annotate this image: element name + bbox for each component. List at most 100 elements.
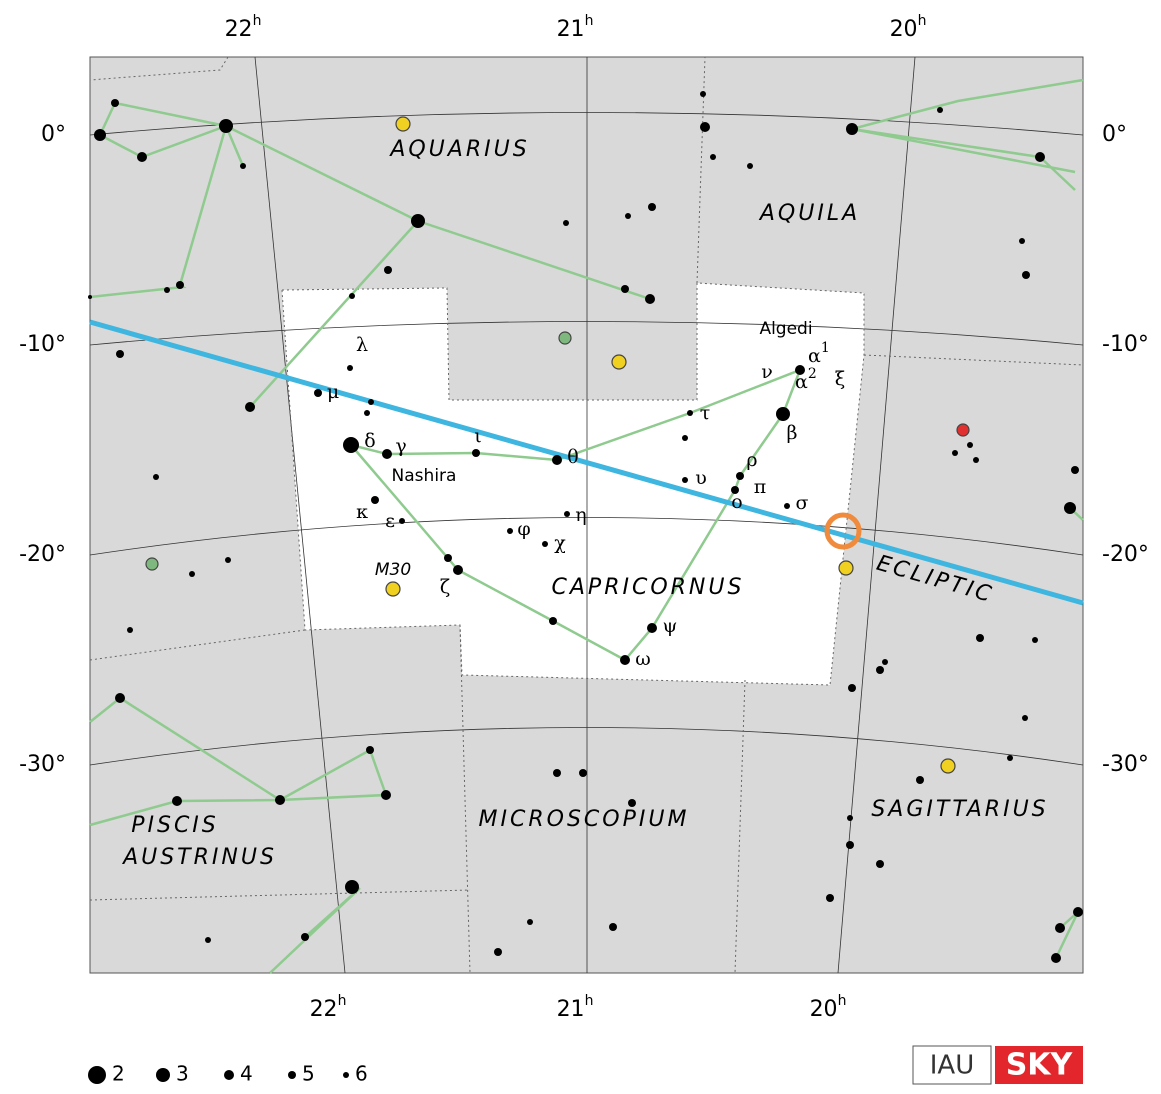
star-label: γ: [395, 435, 406, 457]
ra-label-bottom-base: 21: [557, 997, 585, 1022]
boundaries: [89, 56, 1084, 974]
star: [731, 486, 739, 494]
star: [628, 799, 636, 807]
logo-right: SKY: [1006, 1048, 1074, 1083]
star: [219, 119, 233, 133]
sun-marker: [824, 512, 862, 550]
legend-dot: [88, 1066, 106, 1084]
star-label: τ: [700, 402, 711, 424]
star: [620, 655, 630, 665]
star-label: υ: [695, 467, 707, 489]
star: [347, 365, 353, 371]
star: [164, 287, 170, 293]
star-label: λ: [356, 334, 368, 356]
star-label: ε: [385, 510, 395, 532]
ra-label-top-base: 21: [557, 17, 585, 42]
ra-label-top-base: 22: [225, 17, 253, 42]
constellation-name: MICROSCOPIUM: [479, 807, 690, 832]
star: [137, 152, 147, 162]
ra-label-bottom-sup: h: [838, 993, 847, 1009]
ra-label-bottom-sup: h: [585, 993, 594, 1009]
star: [205, 937, 211, 943]
star-label-alpha-base: α: [795, 371, 808, 393]
ra-label-top-sup: h: [585, 13, 594, 29]
star-label: μ: [327, 381, 339, 403]
star: [349, 293, 355, 299]
star: [343, 437, 359, 453]
star: [115, 693, 125, 703]
star: [621, 285, 629, 293]
dec-label-right: -30°: [1102, 752, 1149, 777]
ra-label-top-sup: h: [253, 13, 262, 29]
object-label: Nashira: [392, 466, 457, 486]
star: [225, 557, 231, 563]
star-label: ψ: [663, 615, 678, 637]
ra-label-bottom: 22h: [310, 993, 347, 1022]
star-label: ω: [635, 648, 651, 670]
ra-label-top: 20h: [890, 13, 927, 42]
star-label-alpha-base: α: [808, 345, 821, 367]
star-label: φ: [517, 518, 530, 540]
star: [776, 407, 790, 421]
star: [364, 410, 370, 416]
legend-dot: [224, 1070, 234, 1080]
star: [882, 659, 888, 665]
dec-label-left: -20°: [19, 542, 66, 567]
star: [472, 449, 480, 457]
star: [682, 477, 688, 483]
capricornus-region: [282, 283, 864, 685]
ra-label-top-base: 20: [890, 17, 918, 42]
constellation-name: SAGITTARIUS: [871, 797, 1048, 822]
dec-label-right: 0°: [1102, 122, 1127, 147]
star: [1022, 271, 1030, 279]
ecliptic-line: [89, 319, 1084, 606]
star: [976, 634, 984, 642]
star: [609, 923, 617, 931]
stars: [88, 91, 1083, 963]
ra-label-bottom: 21h: [557, 993, 594, 1022]
object-label: M30: [375, 560, 411, 580]
star: [444, 554, 452, 562]
star: [826, 894, 834, 902]
ra-label-top: 22h: [225, 13, 262, 42]
star: [88, 295, 92, 299]
star: [301, 933, 309, 941]
star: [700, 91, 706, 97]
star: [553, 769, 561, 777]
ra-label-bottom-sup: h: [338, 993, 347, 1009]
star: [527, 919, 533, 925]
object-label: Algedi: [759, 319, 812, 339]
legend-label: 5: [302, 1062, 315, 1086]
star: [564, 511, 570, 517]
logo-left: IAU: [930, 1051, 974, 1081]
star: [645, 294, 655, 304]
star-label: ξ: [835, 368, 845, 390]
star-label: η: [575, 504, 586, 526]
legend-label: 2: [112, 1062, 125, 1086]
star: [275, 795, 285, 805]
star: [876, 860, 884, 868]
star: [411, 214, 425, 228]
constellation-name: AQUILA: [758, 201, 860, 226]
star: [687, 410, 693, 416]
star: [1055, 923, 1065, 933]
star: [1051, 953, 1061, 963]
star-label-alpha-sup: 2: [808, 366, 817, 382]
ra-label-bottom: 20h: [810, 993, 847, 1022]
star-label: ο: [731, 491, 742, 513]
star-label: ν: [761, 361, 773, 383]
star: [1071, 466, 1079, 474]
star: [116, 350, 124, 358]
star: [579, 769, 587, 777]
star: [368, 399, 374, 405]
star: [647, 623, 657, 633]
star-label: ζ: [440, 576, 450, 598]
star: [747, 163, 753, 169]
star: [1073, 907, 1083, 917]
star-label: π: [754, 476, 767, 498]
constellation-name: CAPRICORNUS: [552, 575, 745, 600]
star: [399, 518, 405, 524]
star: [952, 450, 958, 456]
constellation-name: AQUARIUS: [388, 137, 529, 162]
